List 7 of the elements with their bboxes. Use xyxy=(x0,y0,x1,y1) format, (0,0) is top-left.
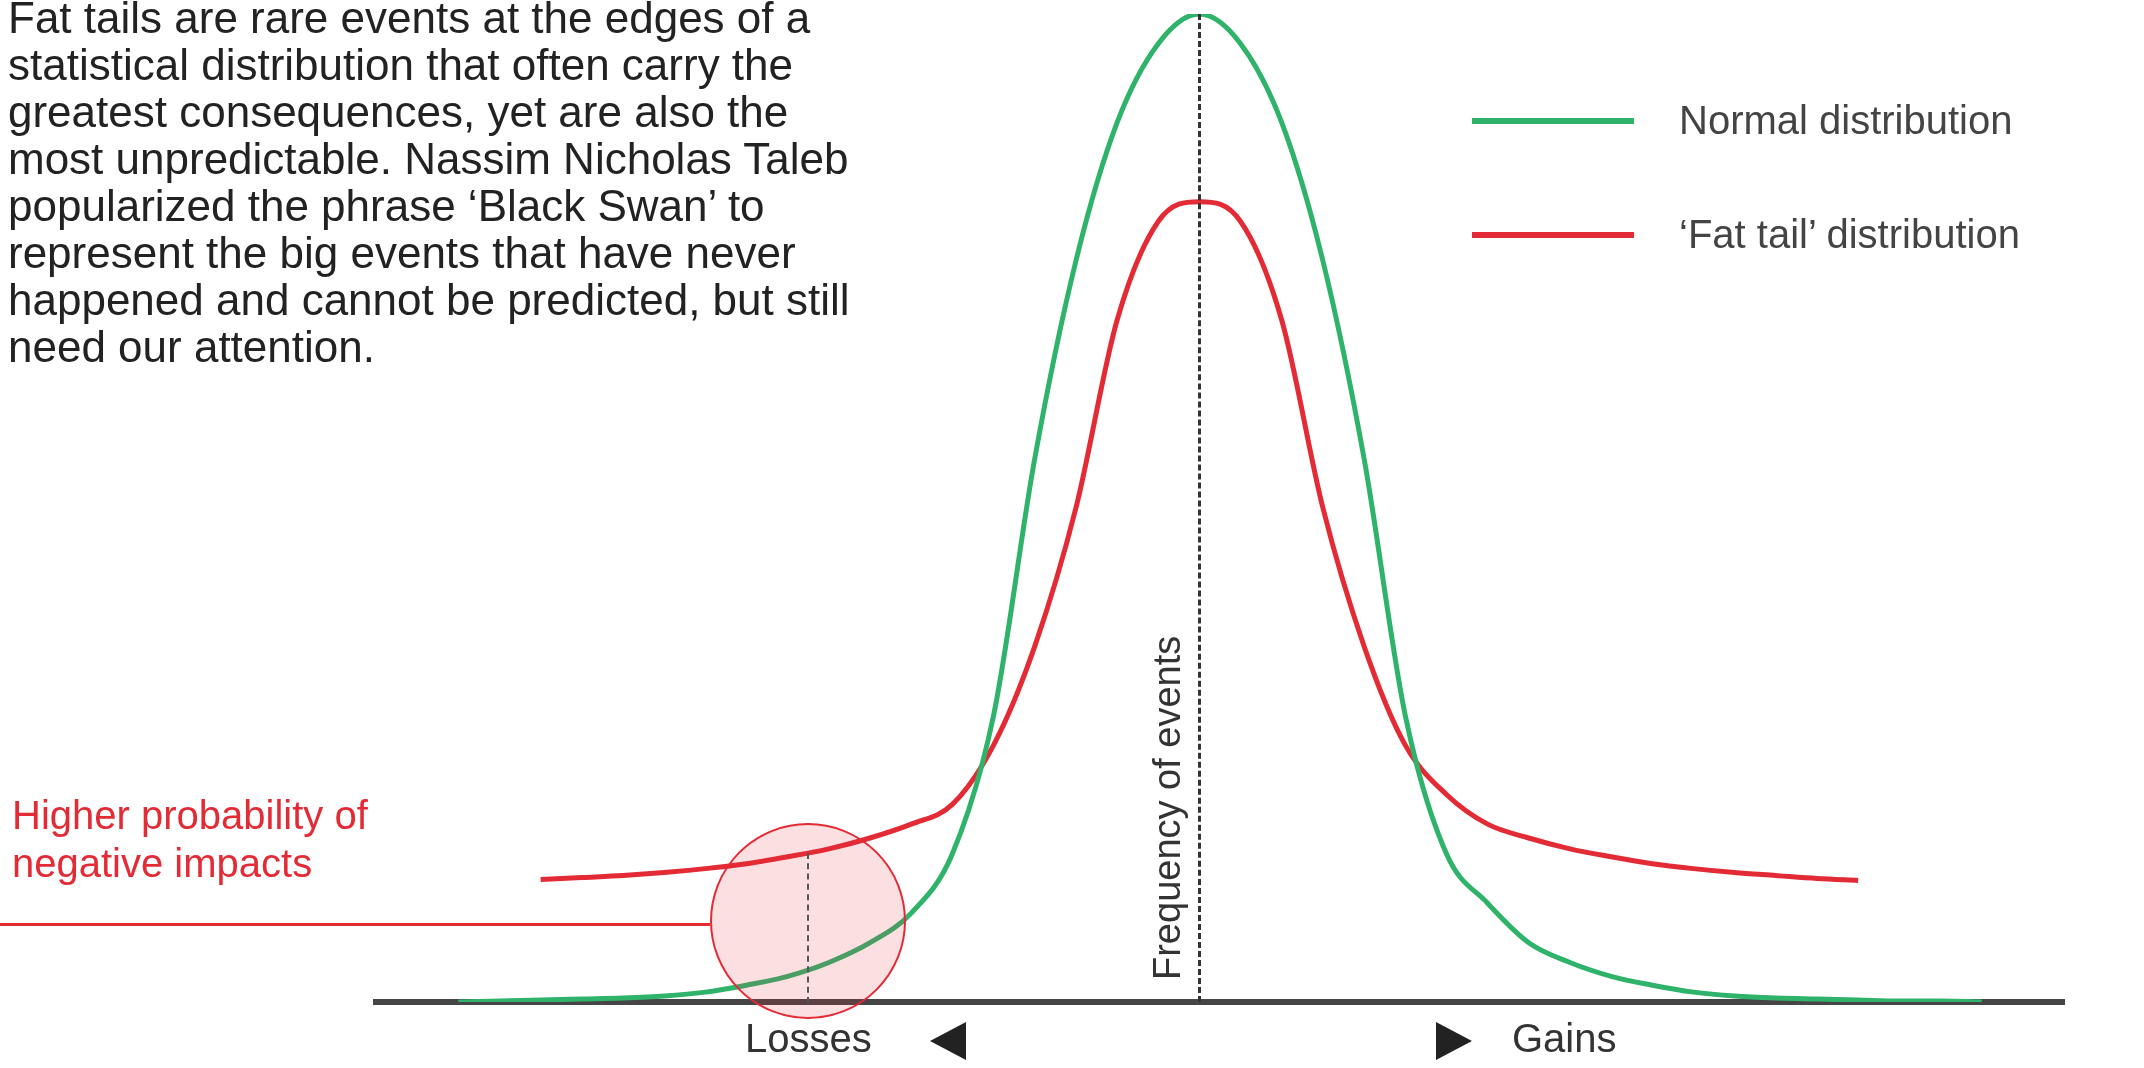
text: Higher probability of negative impacts xyxy=(12,792,369,887)
y-axis-title: Frequency of events xyxy=(1145,635,1188,980)
annotation: Fat tails are rare events at the edges of a statistical distribution that often carry the greatest consequences, yet are also the most unpredictable. Nassim Nicholas Taleb popularized the phrase ‘Black Swan’ to represent the big events that have never happened and cannot be predicted, but still need our attention. xyxy=(8,0,851,371)
text: Losses xyxy=(745,1016,872,1061)
text: Gains xyxy=(1512,1016,1617,1061)
legend-label: Normal distribution xyxy=(1679,98,2013,143)
legend-label: ‘Fat tail’ distribution xyxy=(1679,212,2020,257)
